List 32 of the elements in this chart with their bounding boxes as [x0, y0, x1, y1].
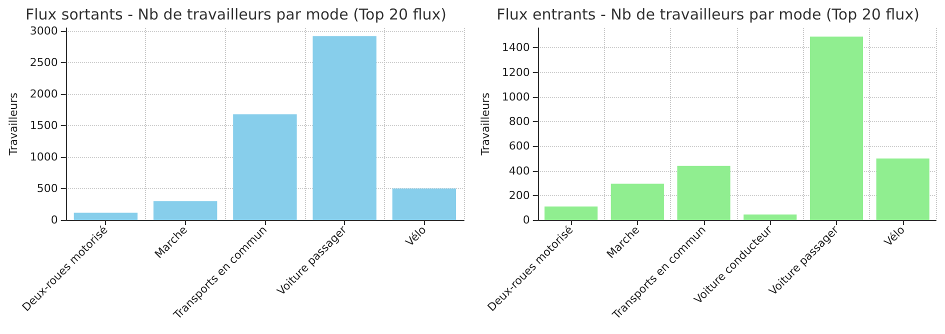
- bar: [810, 36, 864, 220]
- chart-title: Flux sortants - Nb de travailleurs par mode (Top 20 flux): [25, 6, 447, 24]
- y-axis-title: Travailleurs: [479, 92, 492, 156]
- bar: [233, 114, 297, 220]
- bar: [74, 212, 138, 220]
- bar: [312, 36, 376, 220]
- y-tick-label: 1500: [30, 119, 58, 132]
- y-tick-label: 1000: [502, 90, 530, 104]
- y-tick-label: 400: [508, 164, 530, 178]
- y-tick-label: 2500: [30, 56, 58, 70]
- bar: [392, 188, 456, 220]
- bar: [876, 158, 930, 220]
- x-tick-label: Vélo: [882, 223, 908, 250]
- y-tick-label: 1000: [30, 150, 58, 164]
- y-tick-label: 600: [508, 140, 530, 153]
- y-tick-label: 800: [508, 115, 530, 128]
- chart-title: Flux entrants - Nb de travailleurs par mode (Top 20 flux): [496, 6, 920, 24]
- x-tick-label: Vélo: [403, 223, 429, 250]
- y-tick-label: 2000: [30, 88, 58, 101]
- bar: [744, 214, 797, 220]
- bar: [153, 201, 218, 220]
- bar: [677, 166, 730, 220]
- bar: [544, 206, 598, 220]
- y-tick-label: 200: [508, 188, 530, 202]
- y-tick-label: 3000: [30, 24, 58, 38]
- y-tick-label: 500: [36, 182, 58, 196]
- y-tick-label: 0: [522, 214, 530, 226]
- y-tick-label: 0: [50, 214, 58, 226]
- y-axis-title: Travailleurs: [7, 92, 20, 156]
- y-tick-label: 1200: [502, 66, 530, 79]
- bar: [610, 184, 664, 220]
- y-tick-label: 1400: [502, 41, 530, 54]
